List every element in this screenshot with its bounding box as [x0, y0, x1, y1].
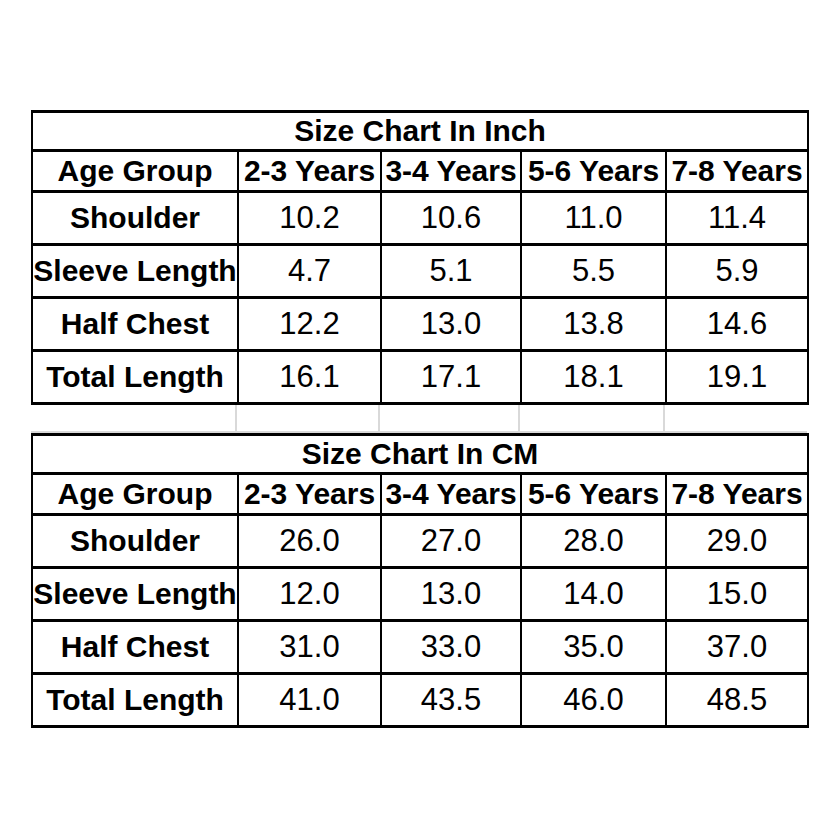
- column-header-age-group: Age Group: [32, 151, 238, 192]
- table-cell: 11.0: [521, 192, 666, 245]
- table-cell: 5.5: [521, 245, 666, 298]
- table-cell: 41.0: [238, 674, 381, 727]
- column-header-3-4-years: 3-4 Years: [381, 151, 521, 192]
- table-cell: 13.0: [381, 298, 521, 351]
- header-row: Age Group 2-3 Years 3-4 Years 5-6 Years …: [32, 474, 808, 515]
- size-chart-cm-table: Size Chart In CM Age Group 2-3 Years 3-4…: [31, 433, 809, 728]
- empty-grid-cell: [665, 405, 807, 431]
- empty-grid-row: [31, 405, 807, 433]
- column-header-7-8-years: 7-8 Years: [666, 151, 808, 192]
- table-cell: 10.2: [238, 192, 381, 245]
- empty-grid-cell: [380, 405, 520, 431]
- row-label-total-length: Total Length: [32, 674, 238, 727]
- column-header-2-3-years: 2-3 Years: [238, 151, 381, 192]
- table-cell: 33.0: [381, 621, 521, 674]
- row-label-sleeve-length: Sleeve Length: [32, 568, 238, 621]
- table-cell: 16.1: [238, 351, 381, 404]
- column-header-2-3-years: 2-3 Years: [238, 474, 381, 515]
- table-cell: 14.0: [521, 568, 666, 621]
- table-cell: 12.0: [238, 568, 381, 621]
- row-label-total-length: Total Length: [32, 351, 238, 404]
- table-row-total-length: Total Length 16.1 17.1 18.1 19.1: [32, 351, 808, 404]
- table-cell: 13.8: [521, 298, 666, 351]
- table-cell: 12.2: [238, 298, 381, 351]
- row-label-half-chest: Half Chest: [32, 298, 238, 351]
- column-header-7-8-years: 7-8 Years: [666, 474, 808, 515]
- row-label-shoulder: Shoulder: [32, 515, 238, 568]
- row-label-shoulder: Shoulder: [32, 192, 238, 245]
- table-cell: 4.7: [238, 245, 381, 298]
- title-row: Size Chart In CM: [32, 435, 808, 474]
- table-cell: 31.0: [238, 621, 381, 674]
- table-cell: 18.1: [521, 351, 666, 404]
- table-cell: 48.5: [666, 674, 808, 727]
- table-cell: 43.5: [381, 674, 521, 727]
- title-row: Size Chart In Inch: [32, 112, 808, 151]
- header-row: Age Group 2-3 Years 3-4 Years 5-6 Years …: [32, 151, 808, 192]
- table-cell: 11.4: [666, 192, 808, 245]
- size-chart-stack: Size Chart In Inch Age Group 2-3 Years 3…: [31, 110, 807, 728]
- table-row-total-length: Total Length 41.0 43.5 46.0 48.5: [32, 674, 808, 727]
- table-cell: 10.6: [381, 192, 521, 245]
- table-cell: 27.0: [381, 515, 521, 568]
- table-cell: 13.0: [381, 568, 521, 621]
- column-header-age-group: Age Group: [32, 474, 238, 515]
- table-title-cm: Size Chart In CM: [32, 435, 808, 474]
- table-row-sleeve-length: Sleeve Length 12.0 13.0 14.0 15.0: [32, 568, 808, 621]
- table-cell: 35.0: [521, 621, 666, 674]
- column-header-5-6-years: 5-6 Years: [521, 474, 666, 515]
- table-cell: 37.0: [666, 621, 808, 674]
- empty-grid-cell: [237, 405, 380, 431]
- table-cell: 19.1: [666, 351, 808, 404]
- column-header-5-6-years: 5-6 Years: [521, 151, 666, 192]
- table-row-half-chest: Half Chest 12.2 13.0 13.8 14.6: [32, 298, 808, 351]
- table-cell: 5.9: [666, 245, 808, 298]
- row-label-half-chest: Half Chest: [32, 621, 238, 674]
- column-header-3-4-years: 3-4 Years: [381, 474, 521, 515]
- table-cell: 15.0: [666, 568, 808, 621]
- empty-grid-cell: [520, 405, 665, 431]
- table-row-sleeve-length: Sleeve Length 4.7 5.1 5.5 5.9: [32, 245, 808, 298]
- table-cell: 46.0: [521, 674, 666, 727]
- table-row-shoulder: Shoulder 10.2 10.6 11.0 11.4: [32, 192, 808, 245]
- table-cell: 14.6: [666, 298, 808, 351]
- row-label-sleeve-length: Sleeve Length: [32, 245, 238, 298]
- table-row-shoulder: Shoulder 26.0 27.0 28.0 29.0: [32, 515, 808, 568]
- table-cell: 26.0: [238, 515, 381, 568]
- table-row-half-chest: Half Chest 31.0 33.0 35.0 37.0: [32, 621, 808, 674]
- empty-grid-cell: [31, 405, 237, 431]
- table-cell: 29.0: [666, 515, 808, 568]
- table-cell: 17.1: [381, 351, 521, 404]
- table-cell: 5.1: [381, 245, 521, 298]
- table-cell: 28.0: [521, 515, 666, 568]
- table-title-inch: Size Chart In Inch: [32, 112, 808, 151]
- size-chart-inch-table: Size Chart In Inch Age Group 2-3 Years 3…: [31, 110, 809, 405]
